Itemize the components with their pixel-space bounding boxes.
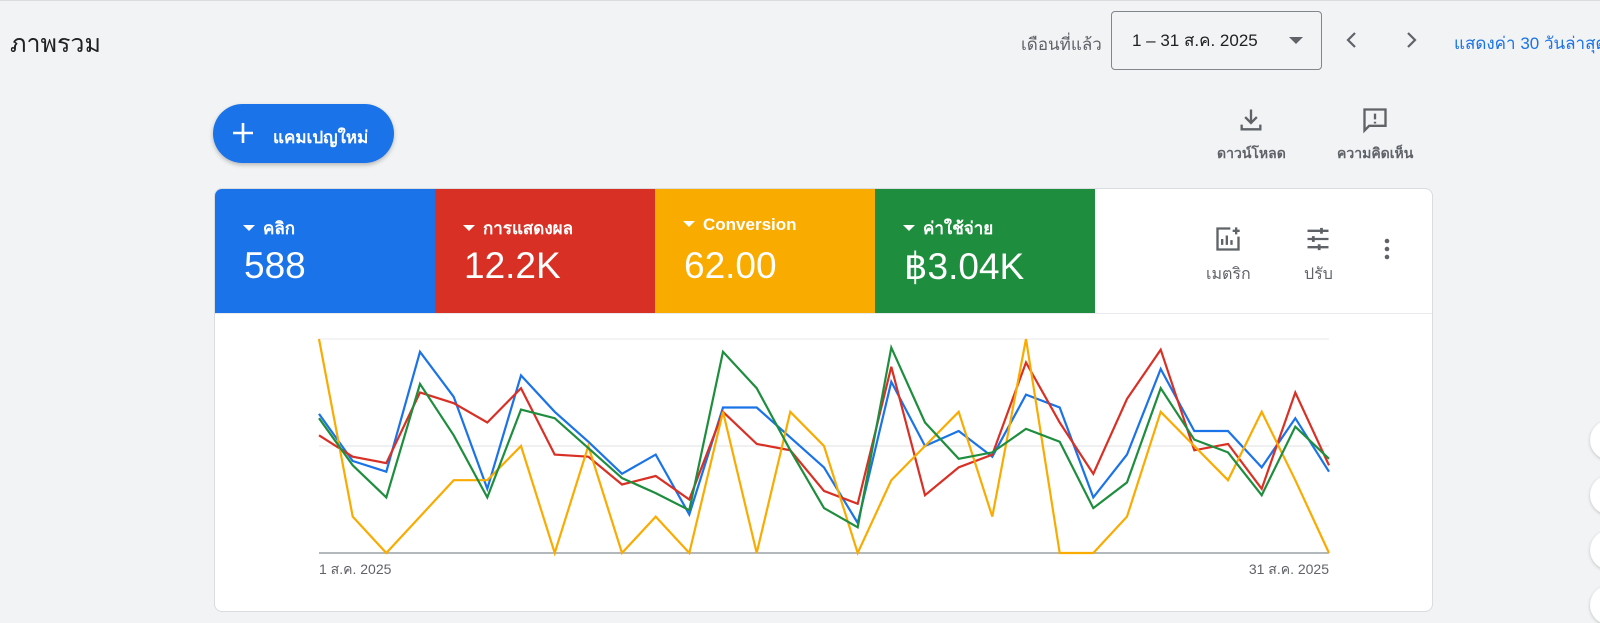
performance-chart: 1 ส.ค. 2025 31 ส.ค. 2025 xyxy=(317,338,1330,577)
more-options-button[interactable] xyxy=(1383,237,1391,266)
side-control[interactable] xyxy=(1590,475,1600,515)
feedback-label: ความคิดเห็น xyxy=(1337,145,1414,161)
feedback-button[interactable]: ความคิดเห็น xyxy=(1337,106,1413,165)
dropdown-icon xyxy=(463,224,475,231)
download-icon xyxy=(1240,109,1262,131)
plus-icon xyxy=(233,123,253,143)
metric-conversion-label: Conversion xyxy=(703,215,797,234)
metric-clicks[interactable]: คลิก 588 xyxy=(215,189,435,313)
feedback-icon xyxy=(1363,108,1387,134)
new-campaign-label: แคมเปญใหม่ xyxy=(273,128,369,147)
top-divider xyxy=(0,0,1600,1)
add-chart-icon xyxy=(1216,227,1241,251)
dropdown-icon xyxy=(243,224,255,231)
metric-impressions-value: 12.2K xyxy=(464,245,561,286)
metric-impressions[interactable]: การแสดงผล 12.2K xyxy=(435,189,655,313)
next-period-button[interactable] xyxy=(1393,22,1429,58)
side-control[interactable] xyxy=(1590,585,1600,623)
x-tick-end: 31 ส.ค. 2025 xyxy=(1249,561,1329,577)
side-control[interactable] xyxy=(1590,530,1600,570)
date-range-value: 1 – 31 ส.ค. 2025 xyxy=(1132,31,1258,50)
new-campaign-button[interactable]: แคมเปญใหม่ xyxy=(213,104,394,163)
metric-conversion[interactable]: Conversion 62.00 xyxy=(655,189,875,313)
metric-clicks-label: คลิก xyxy=(263,219,296,238)
chevron-left-icon xyxy=(1346,32,1356,48)
series-line-0 xyxy=(318,349,1330,526)
metric-cost[interactable]: ค่าใช้จ่าย ฿3.04K xyxy=(875,189,1095,313)
show-last-30-days-link[interactable]: แสดงค่า 30 วันล่าสุด xyxy=(1454,34,1600,53)
metric-impressions-label: การแสดงผล xyxy=(483,219,574,238)
page-title: ภาพรวม xyxy=(10,30,101,58)
card-divider xyxy=(215,313,1432,314)
metric-clicks-value: 588 xyxy=(244,245,306,286)
adjust-button[interactable]: ปรับ xyxy=(1304,225,1333,287)
side-control[interactable] xyxy=(1590,420,1600,460)
tune-icon xyxy=(1307,227,1329,251)
previous-period-button[interactable] xyxy=(1334,22,1370,58)
series-line-3 xyxy=(318,343,1330,530)
dropdown-icon xyxy=(903,224,915,231)
period-label: เดือนที่แล้ว xyxy=(1021,35,1102,54)
more-vertical-icon xyxy=(1384,238,1390,260)
date-range-picker[interactable]: 1 – 31 ส.ค. 2025 xyxy=(1111,11,1322,70)
series-line-2 xyxy=(317,338,1330,557)
download-button[interactable]: ดาวน์โหลด xyxy=(1217,106,1286,165)
x-tick-start: 1 ส.ค. 2025 xyxy=(319,561,392,577)
metrics-button[interactable]: เมตริก xyxy=(1206,225,1251,287)
download-label: ดาวน์โหลด xyxy=(1217,145,1286,161)
metric-conversion-value: 62.00 xyxy=(684,245,777,286)
metric-cost-label: ค่าใช้จ่าย xyxy=(923,219,994,238)
metric-cost-value: ฿3.04K xyxy=(904,246,1025,287)
metrics-label: เมตริก xyxy=(1206,266,1251,283)
caret-down-icon xyxy=(1289,37,1303,44)
adjust-label: ปรับ xyxy=(1304,266,1333,283)
chevron-right-icon xyxy=(1407,32,1417,48)
series-line-1 xyxy=(318,347,1330,506)
performance-card: คลิก 588 การแสดงผล 12.2K Conversion 62.0… xyxy=(214,188,1433,612)
dropdown-icon xyxy=(683,220,695,227)
